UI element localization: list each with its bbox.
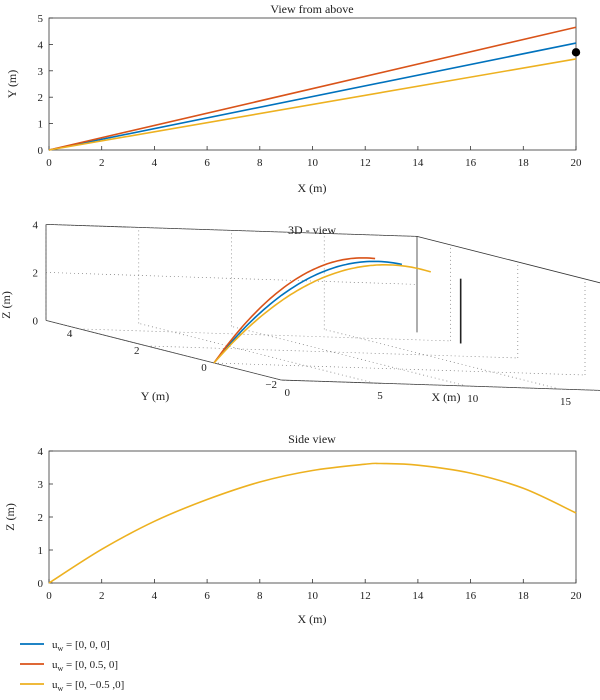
legend-label-value: = [0, 0, 0] [63, 639, 110, 651]
box-edge-back-top [45, 224, 418, 237]
x-tick-label: 2 [99, 590, 105, 602]
top-view-plot-frame [48, 17, 577, 151]
3d-view-box [45, 224, 600, 391]
z-tick-label: 2 [33, 267, 39, 279]
x-tick-label: 12 [360, 157, 371, 169]
3d-view-y-axis-label: Y (m) [141, 389, 170, 403]
3d-view-series [213, 257, 462, 364]
x-tick-label: 20 [571, 590, 583, 602]
3d-view-x-axis-label: X (m) [432, 390, 461, 404]
x-tick-label: 5 [377, 390, 383, 402]
3d-view-z-axis-label: Z (m) [0, 291, 13, 319]
x-tick-label: 0 [46, 590, 52, 602]
side-view-title: Side view [288, 432, 336, 446]
side-view-x-axis-label: X (m) [298, 612, 327, 626]
trajectory-line-s2 [213, 257, 376, 364]
top-view-title: View from above [270, 2, 353, 16]
x-tick-label: 20 [571, 157, 583, 169]
y-tick-label: 4 [67, 328, 73, 340]
x-tick-label: 18 [518, 157, 530, 169]
target-point-marker [571, 48, 581, 57]
y-tick-label: 3 [38, 479, 44, 491]
legend-label-base: u [52, 659, 58, 671]
grid-line [146, 345, 518, 359]
3d-view-title: 3D - view [288, 223, 336, 237]
x-tick-label: 6 [204, 590, 210, 602]
top-view-x-axis-label: X (m) [298, 181, 327, 195]
series-line-s1 [48, 42, 577, 151]
y-tick-label: 0 [201, 362, 207, 374]
trajectory-line-s3 [213, 264, 432, 364]
x-tick-label: 14 [412, 157, 424, 169]
y-tick-label: 2 [134, 345, 140, 357]
grid-line [138, 323, 375, 384]
y-tick-label: 4 [38, 446, 44, 458]
top-view-y-axis-label: Y (m) [5, 70, 19, 99]
legend-label-subscript: w [58, 684, 64, 693]
top-view-series [48, 26, 581, 151]
x-tick-label: 8 [257, 590, 263, 602]
y-tick-label: 0 [38, 578, 44, 590]
side-view-y-axis-label: Z (m) [3, 503, 17, 531]
grid-line [324, 329, 560, 390]
legend-label-subscript: w [58, 664, 64, 673]
y-tick-label: 1 [38, 545, 44, 557]
legend-label-value: = [0, 0.5, 0] [63, 659, 118, 671]
3d-view-grid [45, 224, 600, 391]
grid-line [231, 326, 467, 387]
x-tick-label: 10 [467, 393, 479, 405]
y-tick-label: −2 [265, 379, 277, 391]
top-view-chart: View from above 0 2 4 6 8 10 12 14 16 18 20012345 … [5, 2, 582, 195]
y-tick-label: 3 [38, 66, 44, 78]
z-tick-label: 0 [33, 315, 39, 327]
x-tick-label: 10 [307, 590, 319, 602]
y-tick-label: 2 [38, 512, 44, 524]
y-tick-label: 4 [38, 39, 44, 51]
z-tick-label: 4 [33, 219, 39, 231]
x-tick-label: 4 [152, 590, 158, 602]
series-line-s2 [48, 26, 577, 151]
grid-line [45, 320, 282, 381]
grid-line [79, 328, 451, 342]
x-tick-label: 14 [412, 590, 424, 602]
x-tick-label: 18 [518, 590, 530, 602]
x-tick-label: 10 [307, 157, 319, 169]
x-tick-label: 12 [360, 590, 371, 602]
y-tick-label: 0 [38, 145, 44, 157]
legend-label-s3: uw = [0, −0.5 ,0] [52, 679, 124, 693]
y-tick-label: 1 [38, 119, 44, 131]
legend-label-base: u [52, 639, 58, 651]
grid-line [213, 362, 586, 376]
x-tick-label: 15 [560, 396, 572, 408]
x-tick-label: 2 [99, 157, 105, 169]
x-tick-label: 16 [465, 590, 477, 602]
box-edge-right-top [416, 236, 600, 284]
legend-label-value: = [0, −0.5 ,0] [63, 679, 124, 691]
x-tick-label: 6 [204, 157, 210, 169]
series-line-s3 [48, 58, 577, 151]
x-tick-label: 4 [152, 157, 158, 169]
x-tick-label: 8 [257, 157, 263, 169]
legend-label-s1: uw = [0, 0, 0] [52, 639, 110, 653]
trajectory-line-s1 [213, 260, 403, 364]
legend-label-s2: uw = [0, 0.5, 0] [52, 659, 118, 673]
y-tick-label: 2 [38, 92, 44, 104]
legend-label-base: u [52, 679, 58, 691]
legend: uw = [0, 0, 0]uw = [0, 0.5, 0]uw = [0, −… [20, 639, 124, 693]
legend-label-subscript: w [58, 644, 64, 653]
x-tick-label: 0 [46, 157, 52, 169]
y-tick-label: 5 [38, 13, 44, 25]
side-view-series [48, 462, 577, 584]
series-line-s3 [48, 462, 577, 584]
x-tick-label: 16 [465, 157, 477, 169]
x-tick-label: 0 [284, 387, 290, 399]
